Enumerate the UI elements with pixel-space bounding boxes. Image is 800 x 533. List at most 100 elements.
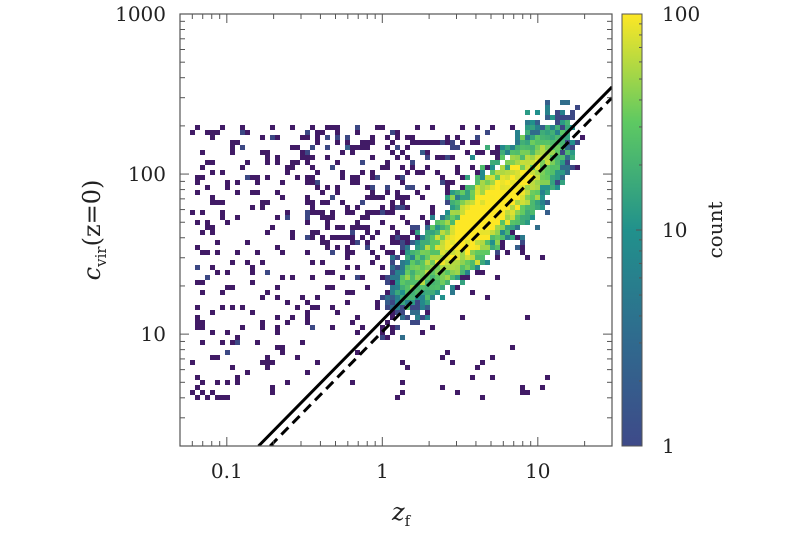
density-cell <box>340 170 345 175</box>
density-cell <box>395 190 400 195</box>
density-cell <box>270 385 275 390</box>
density-cell <box>570 115 575 120</box>
density-cell <box>445 140 450 145</box>
density-cell <box>210 390 215 395</box>
density-cell <box>385 135 390 140</box>
density-cell <box>440 355 445 360</box>
density-cell <box>350 180 355 185</box>
density-cell <box>480 230 485 235</box>
density-cell <box>495 170 500 175</box>
density-cell <box>210 265 215 270</box>
density-cell <box>360 170 365 175</box>
density-cell <box>525 125 530 130</box>
density-cell <box>525 110 530 115</box>
density-cell <box>310 230 315 235</box>
density-cell <box>540 190 545 195</box>
density-cell <box>465 205 470 210</box>
density-cell <box>470 190 475 195</box>
density-cell <box>475 210 480 215</box>
density-cell <box>410 225 415 230</box>
density-cell <box>535 175 540 180</box>
density-cell <box>355 275 360 280</box>
density-cell <box>505 230 510 235</box>
density-cell <box>390 280 395 285</box>
density-cell <box>470 375 475 380</box>
density-cell <box>500 235 505 240</box>
density-cell <box>455 250 460 255</box>
density-cell <box>210 355 215 360</box>
density-cell <box>360 215 365 220</box>
density-cell <box>410 275 415 280</box>
density-cell <box>490 230 495 235</box>
density-cell <box>455 190 460 195</box>
density-cell <box>510 180 515 185</box>
density-cell <box>505 195 510 200</box>
density-cell <box>520 150 525 155</box>
density-cell <box>415 270 420 275</box>
density-cell <box>410 290 415 295</box>
density-cell <box>460 265 465 270</box>
density-cell <box>200 290 205 295</box>
density-cell <box>385 300 390 305</box>
density-cell <box>400 280 405 285</box>
density-cell <box>490 150 495 155</box>
density-cell <box>530 155 535 160</box>
density-cell <box>275 330 280 335</box>
density-cell <box>280 180 285 185</box>
density-cell <box>500 150 505 155</box>
density-cell <box>260 150 265 155</box>
density-cell <box>330 235 335 240</box>
density-cell <box>225 350 230 355</box>
density-cell <box>350 380 355 385</box>
density-cell <box>525 175 530 180</box>
density-cell <box>440 295 445 300</box>
density-cell <box>195 395 200 400</box>
density-cell <box>490 170 495 175</box>
density-cell <box>490 190 495 195</box>
density-cell <box>440 280 445 285</box>
density-cell <box>440 250 445 255</box>
density-cell <box>515 140 520 145</box>
density-cell <box>475 215 480 220</box>
density-cell <box>390 310 395 315</box>
density-cell <box>480 270 485 275</box>
density-cell <box>475 245 480 250</box>
density-cell <box>465 175 470 180</box>
density-cell <box>425 280 430 285</box>
density-cell <box>345 255 350 260</box>
y-tick-label: 100 <box>128 162 166 186</box>
density-cell <box>535 110 540 115</box>
density-cell <box>500 245 505 250</box>
density-cell <box>280 195 285 200</box>
density-cell <box>385 250 390 255</box>
density-cell <box>420 170 425 175</box>
density-cell <box>375 125 380 130</box>
density-cell <box>315 210 320 215</box>
density-cell <box>390 325 395 330</box>
density-cell <box>575 140 580 145</box>
density-cell <box>390 285 395 290</box>
density-cell <box>500 225 505 230</box>
density-cell <box>440 155 445 160</box>
density-cell <box>300 155 305 160</box>
density-cell <box>560 180 565 185</box>
density-cell <box>495 155 500 160</box>
density-cell <box>565 120 570 125</box>
density-cell <box>480 150 485 155</box>
density-cell <box>400 285 405 290</box>
density-cell <box>205 250 210 255</box>
density-cell <box>335 225 340 230</box>
density-cell <box>565 125 570 130</box>
density-cell <box>365 140 370 145</box>
density-cell <box>200 175 205 180</box>
density-cell <box>230 150 235 155</box>
density-cell <box>450 195 455 200</box>
density-cell <box>340 225 345 230</box>
density-cell <box>525 185 530 190</box>
density-cell <box>530 145 535 150</box>
density-cell <box>215 250 220 255</box>
density-cell <box>420 250 425 255</box>
density-cell <box>295 175 300 180</box>
density-cell <box>525 215 530 220</box>
x-tick-label: 0.1 <box>211 459 243 483</box>
